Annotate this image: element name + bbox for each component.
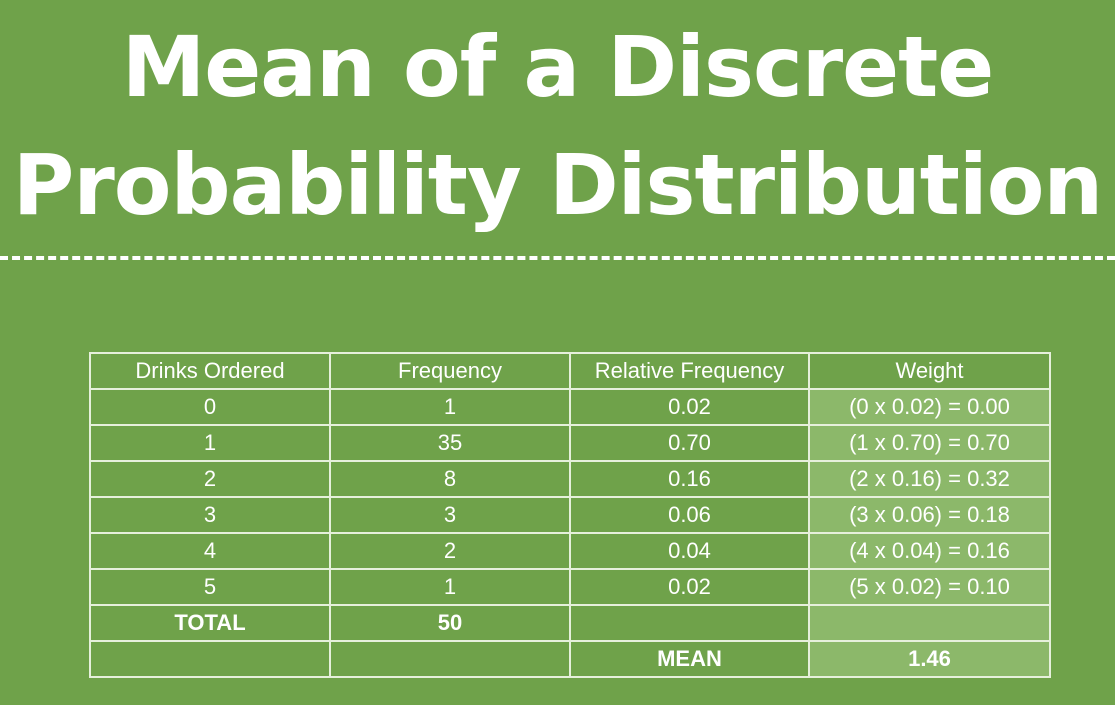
cell-relative-frequency: 0.06 xyxy=(569,496,810,534)
title-line-1: Mean of a Discrete xyxy=(121,18,995,116)
total-label: TOTAL xyxy=(89,604,331,642)
cell-frequency: 1 xyxy=(329,388,571,426)
cell-frequency: 3 xyxy=(329,496,571,534)
cell-weight: (5 x 0.02) = 0.10 xyxy=(808,568,1051,606)
cell-relative-frequency: 0.04 xyxy=(569,532,810,570)
total-empty-cell xyxy=(569,604,810,642)
dashed-divider xyxy=(0,256,1115,260)
table-row: 0 1 0.02 (0 x 0.02) = 0.00 xyxy=(89,388,1051,426)
mean-row: MEAN 1.46 xyxy=(89,640,1051,678)
total-row: TOTAL 50 xyxy=(89,604,1051,642)
header-drinks-ordered: Drinks Ordered xyxy=(89,352,331,390)
cell-relative-frequency: 0.02 xyxy=(569,388,810,426)
cell-frequency: 1 xyxy=(329,568,571,606)
cell-weight: (4 x 0.04) = 0.16 xyxy=(808,532,1051,570)
cell-relative-frequency: 0.70 xyxy=(569,424,810,462)
mean-value: 1.46 xyxy=(808,640,1051,678)
cell-frequency: 8 xyxy=(329,460,571,498)
header-relative-frequency: Relative Frequency xyxy=(569,352,810,390)
header-frequency: Frequency xyxy=(329,352,571,390)
cell-frequency: 2 xyxy=(329,532,571,570)
probability-table: Drinks Ordered Frequency Relative Freque… xyxy=(89,352,1051,678)
cell-weight: (2 x 0.16) = 0.32 xyxy=(808,460,1051,498)
cell-relative-frequency: 0.02 xyxy=(569,568,810,606)
cell-frequency: 35 xyxy=(329,424,571,462)
total-weight-empty-cell xyxy=(808,604,1051,642)
cell-drinks: 1 xyxy=(89,424,331,462)
table-row: 5 1 0.02 (5 x 0.02) = 0.10 xyxy=(89,568,1051,606)
cell-drinks: 5 xyxy=(89,568,331,606)
table-row: 1 35 0.70 (1 x 0.70) = 0.70 xyxy=(89,424,1051,462)
cell-weight: (0 x 0.02) = 0.00 xyxy=(808,388,1051,426)
cell-drinks: 3 xyxy=(89,496,331,534)
mean-empty-cell xyxy=(89,640,331,678)
header-weight: Weight xyxy=(808,352,1051,390)
total-frequency: 50 xyxy=(329,604,571,642)
cell-drinks: 4 xyxy=(89,532,331,570)
cell-drinks: 2 xyxy=(89,460,331,498)
mean-label: MEAN xyxy=(569,640,810,678)
mean-empty-cell xyxy=(329,640,571,678)
cell-drinks: 0 xyxy=(89,388,331,426)
table-header-row: Drinks Ordered Frequency Relative Freque… xyxy=(89,352,1051,390)
table-row: 4 2 0.04 (4 x 0.04) = 0.16 xyxy=(89,532,1051,570)
page-title: Mean of a Discrete Probability Distribut… xyxy=(0,8,1115,244)
cell-weight: (3 x 0.06) = 0.18 xyxy=(808,496,1051,534)
table-row: 3 3 0.06 (3 x 0.06) = 0.18 xyxy=(89,496,1051,534)
cell-weight: (1 x 0.70) = 0.70 xyxy=(808,424,1051,462)
cell-relative-frequency: 0.16 xyxy=(569,460,810,498)
title-line-2: Probability Distribution xyxy=(12,136,1103,234)
table-row: 2 8 0.16 (2 x 0.16) = 0.32 xyxy=(89,460,1051,498)
